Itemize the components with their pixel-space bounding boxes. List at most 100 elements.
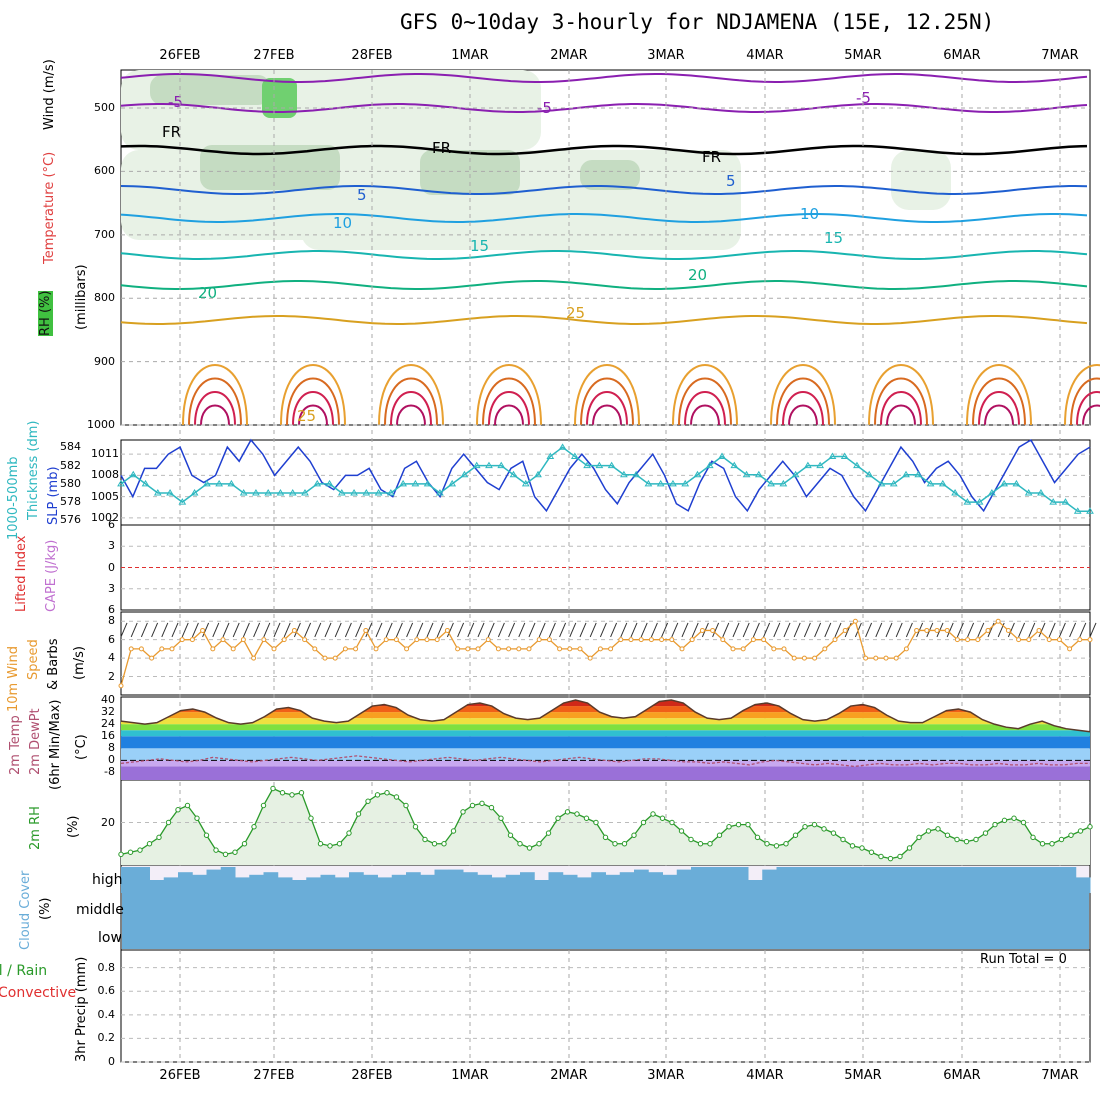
rh-point (707, 841, 713, 847)
rh-point (156, 834, 162, 841)
rh-point (450, 828, 457, 834)
wind-barb (334, 622, 342, 638)
thickness-point (178, 498, 187, 505)
rh-point (906, 845, 913, 851)
wind-barb (406, 622, 414, 638)
date-label-top: 28FEB (351, 48, 393, 63)
wind-speed-point (475, 646, 481, 652)
rh-point (488, 804, 495, 811)
wind-barb (508, 622, 516, 638)
thickness-point (632, 470, 641, 478)
rh-point (716, 832, 723, 838)
rh-point (308, 815, 314, 821)
rh-point (792, 832, 799, 838)
warm-loop (874, 377, 928, 426)
rh-point (441, 841, 447, 847)
rh-point (963, 838, 970, 845)
rh-shade-dark-3 (580, 160, 640, 190)
thickness-units-label: Thickness (dm) (26, 420, 41, 520)
rh-point (849, 843, 856, 849)
contour-label: FR (702, 148, 721, 166)
contour-label: 25 (566, 304, 585, 322)
contour-label: 10 (800, 205, 819, 223)
warm-loop (788, 404, 818, 426)
thickness-point (215, 479, 224, 487)
wind-speed-point (863, 655, 869, 661)
rh2m-label: 2m RH (28, 806, 43, 850)
thickness-point (889, 479, 898, 487)
rh-shade-4 (891, 150, 951, 210)
rh-point (840, 836, 846, 843)
cloud-high-bar (748, 880, 763, 893)
dewpoint-line (120, 755, 1090, 768)
wind-barb (1007, 622, 1015, 638)
thickness-point (362, 489, 371, 496)
thickness-point (301, 489, 309, 496)
thickness-point (399, 479, 407, 487)
wind-speed-point (169, 646, 175, 652)
wind-barb (528, 622, 536, 638)
thickness-axis-label: 1000-500mb (6, 456, 21, 540)
wind-barb (773, 622, 781, 638)
warm-loop (280, 364, 346, 426)
date-label-top: 4MAR (746, 48, 784, 63)
precip-convective-label: Convective (0, 985, 77, 1001)
thickness-point (1000, 479, 1009, 487)
thickness-point (1024, 489, 1033, 496)
wind-speed-point (852, 618, 858, 624)
warm-loop (776, 377, 830, 426)
wind-speed-point (261, 637, 267, 643)
thickness-point (583, 461, 591, 469)
wind-speed-point (1087, 637, 1093, 643)
rh-point (612, 841, 618, 847)
isotherm-0 (120, 73, 1088, 83)
thickness-point (546, 452, 555, 459)
thickness-point (828, 452, 837, 459)
rh-point (859, 845, 865, 851)
lifted-tick-label: 6 (108, 603, 115, 616)
cloud-high-bar (676, 869, 692, 893)
thickness-point (166, 489, 174, 496)
wind-barb (763, 622, 771, 638)
rh-point (621, 841, 628, 847)
temp-band (121, 724, 1090, 731)
thickness-point (1037, 489, 1045, 496)
wind-speed-point (659, 637, 665, 643)
rh-point (175, 807, 181, 813)
cloud-high-bar (206, 869, 222, 893)
thickness-point (423, 479, 432, 487)
thickness-point (521, 479, 530, 487)
wind-speed-point (1067, 646, 1073, 652)
rh-point (887, 855, 894, 862)
rh-point (659, 815, 666, 821)
isotherm-4 (120, 213, 1088, 223)
precip-total-label: Total / Rain (0, 963, 48, 979)
wind-tick-label: 6 (108, 632, 115, 646)
wind-barb (620, 622, 628, 638)
cloud-high-bar (833, 867, 849, 893)
cloud-high-bar (548, 872, 564, 893)
date-label-bottom: 7MAR (1041, 1068, 1079, 1083)
rh-point (878, 853, 884, 860)
pressure-tick-label: 900 (94, 354, 115, 368)
thickness-point (485, 461, 493, 469)
precip-axis-label: 3hr Precip (mm) (74, 956, 89, 1062)
contour-label: FR (162, 123, 181, 141)
cloud-high-bar (406, 872, 421, 893)
temp-tick-label: 40 (101, 693, 115, 707)
wind-barb (477, 622, 485, 638)
date-label-bottom: 28FEB (351, 1068, 393, 1083)
wind-speed-point (485, 637, 491, 643)
warm-loop (1070, 377, 1100, 426)
wind-barb (610, 622, 618, 638)
wind-barb (273, 622, 281, 638)
rh-point (469, 802, 476, 809)
rh-point (517, 841, 523, 847)
wind-barb (681, 622, 689, 638)
thickness-point (853, 461, 861, 469)
temp-band (121, 718, 1090, 725)
cloud-high-bar (762, 869, 777, 893)
wind-tick-label: 4 (108, 651, 115, 665)
wind-barb (395, 622, 403, 638)
wind-speed-point (934, 627, 940, 633)
